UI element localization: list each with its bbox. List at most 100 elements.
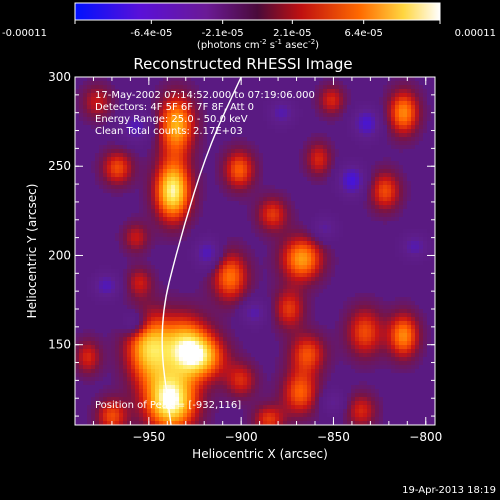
heatmap-cell [83,333,87,337]
heatmap-cell [139,217,143,221]
heatmap-cell [139,213,143,217]
heatmap-cell [139,257,143,261]
heatmap-cell [319,357,323,361]
heatmap-cell [307,305,311,309]
heatmap-cell [391,369,395,373]
heatmap-cell [215,345,219,349]
heatmap-cell [419,129,423,133]
heatmap-cell [367,317,371,321]
heatmap-cell [239,341,243,345]
heatmap-cell [171,389,175,393]
heatmap-cell [123,221,127,225]
heatmap-cell [403,121,407,125]
heatmap-cell [171,133,175,137]
heatmap-cell [251,165,255,169]
heatmap-cell [175,309,179,313]
heatmap-cell [159,405,163,409]
heatmap-cell [171,293,175,297]
heatmap-cell [267,229,271,233]
heatmap-cell [395,201,399,205]
heatmap-cell [383,313,387,317]
heatmap-cell [131,169,135,173]
heatmap-cell [99,281,103,285]
heatmap-cell [163,317,167,321]
heatmap-cell [327,249,331,253]
heatmap-cell [199,265,203,269]
heatmap-cell [91,329,95,333]
heatmap-cell [187,381,191,385]
heatmap-cell [279,197,283,201]
heatmap-cell [227,289,231,293]
heatmap-cell [323,393,327,397]
heatmap-cell [151,301,155,305]
heatmap-cell [123,365,127,369]
heatmap-cell [155,317,159,321]
heatmap-cell [311,313,315,317]
heatmap-cell [195,205,199,209]
heatmap-cell [263,261,267,265]
heatmap-cell [263,113,267,117]
heatmap-cell [267,277,271,281]
heatmap-cell [407,253,411,257]
heatmap-cell [319,177,323,181]
heatmap-cell [219,321,223,325]
heatmap-cell [275,369,279,373]
heatmap-cell [219,397,223,401]
heatmap-cell [295,373,299,377]
chart-title: Reconstructed RHESSI Image [133,55,352,73]
heatmap-cell [419,337,423,341]
heatmap-cell [303,349,307,353]
heatmap-cell [271,269,275,273]
heatmap-cell [243,381,247,385]
heatmap-cell [127,317,131,321]
heatmap-cell [219,373,223,377]
heatmap-cell [331,189,335,193]
heatmap-cell [159,409,163,413]
heatmap-cell [187,93,191,97]
heatmap-cell [347,357,351,361]
heatmap-cell [303,277,307,281]
heatmap-cell [143,369,147,373]
heatmap-cell [163,309,167,313]
heatmap-cell [275,241,279,245]
heatmap-cell [395,205,399,209]
heatmap-cell [219,353,223,357]
heatmap-cell [103,405,107,409]
heatmap-cell [147,297,151,301]
heatmap-cell [231,285,235,289]
heatmap-cell [223,337,227,341]
heatmap-cell [359,381,363,385]
heatmap-cell [119,177,123,181]
heatmap-cell [299,285,303,289]
heatmap-cell [351,337,355,341]
heatmap-cell [423,313,427,317]
heatmap-cell [199,301,203,305]
heatmap-cell [407,249,411,253]
heatmap-cell [159,349,163,353]
heatmap-cell [355,101,359,105]
heatmap-cell [183,317,187,321]
heatmap-cell [363,181,367,185]
heatmap-cell [231,329,235,333]
heatmap-cell [191,365,195,369]
heatmap-cell [107,265,111,269]
heatmap-cell [363,329,367,333]
heatmap-cell [287,209,291,213]
heatmap-cell [347,345,351,349]
heatmap-cell [227,285,231,289]
heatmap-cell [127,297,131,301]
heatmap-cell [427,233,431,237]
heatmap-cell [203,269,207,273]
heatmap-cell [279,241,283,245]
heatmap-cell [263,205,267,209]
heatmap-cell [127,149,131,153]
heatmap-cell [111,273,115,277]
heatmap-cell [227,269,231,273]
heatmap-cell [359,145,363,149]
heatmap-cell [143,241,147,245]
heatmap-cell [159,365,163,369]
heatmap-cell [259,413,263,417]
heatmap-cell [307,381,311,385]
heatmap-cell [171,81,175,85]
heatmap-cell [239,137,243,141]
